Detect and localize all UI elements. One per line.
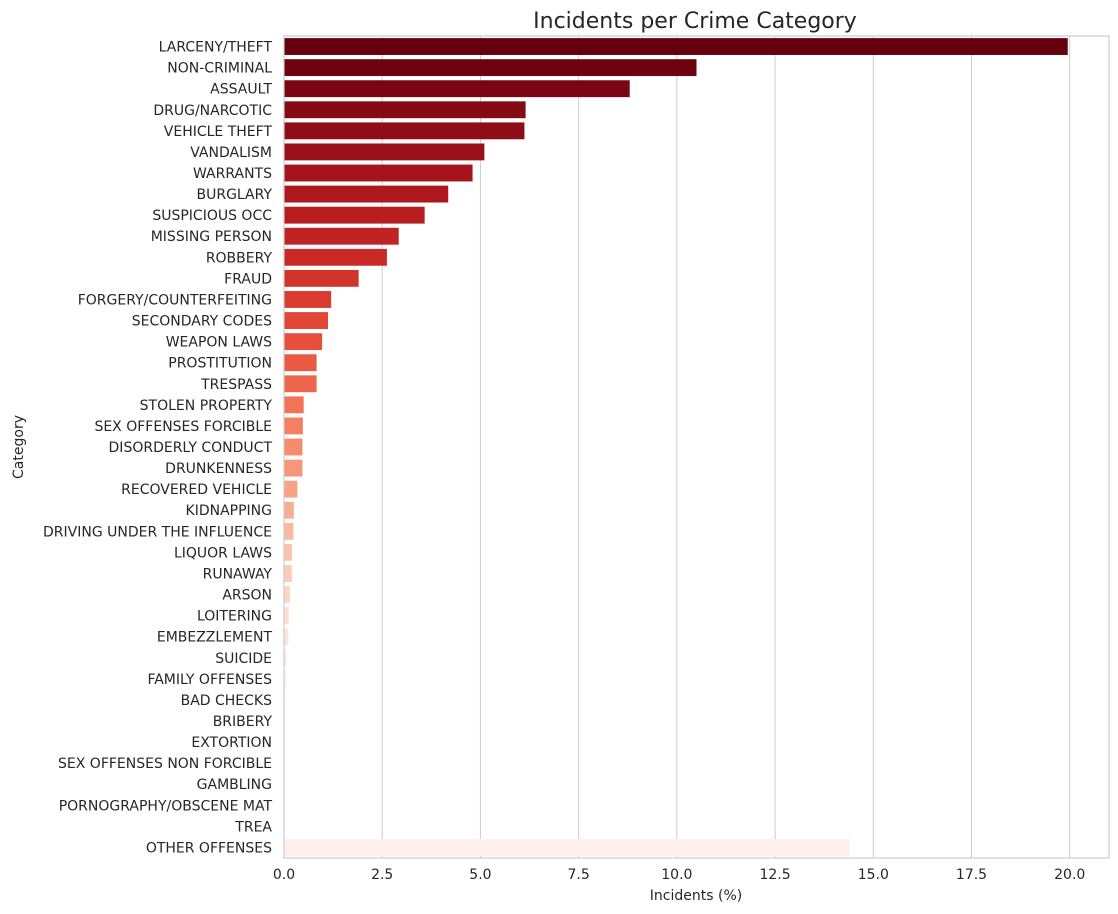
y-tick-label: STOLEN PROPERTY [140,398,273,414]
y-tick-label: SUICIDE [215,651,272,667]
bar [284,206,425,224]
x-axis-title: Incidents (%) [650,888,742,904]
y-tick-label: SEX OFFENSES NON FORCIBLE [58,756,272,772]
y-tick-label: MISSING PERSON [151,229,272,245]
y-tick-labels: LARCENY/THEFT NON-CRIMINAL ASSAULT DRUG/NAR… [43,40,272,857]
x-tick-label: 17.5 [956,867,987,883]
x-tick-label: 2.5 [371,867,393,883]
bar [284,691,286,709]
y-tick-label: SECONDARY CODES [132,314,272,330]
bar [284,122,525,140]
bars [284,38,1068,856]
x-tick-label: 20.0 [1054,867,1085,883]
bar [284,839,850,856]
y-tick-label: VEHICLE THEFT [164,124,273,140]
y-tick-label: EMBEZZLEMENT [157,630,273,646]
bar [284,248,387,266]
bar [284,417,303,435]
bar [284,670,286,688]
y-tick-label: BRIBERY [213,714,273,730]
bar [284,459,303,477]
bar [284,333,323,351]
y-tick-label: OTHER OFFENSES [146,840,272,856]
y-tick-label: TRESPASS [200,377,272,393]
y-tick-label: PROSTITUTION [168,356,272,372]
bar [284,59,697,77]
y-tick-label: WARRANTS [193,166,272,182]
y-tick-label: FAMILY OFFENSES [147,672,272,688]
y-tick-label: SUSPICIOUS OCC [152,208,272,224]
y-tick-label: GAMBLING [197,777,272,793]
bar [284,164,473,182]
y-tick-label: EXTORTION [191,735,272,751]
bar [284,80,630,98]
bar [284,628,289,646]
bar [284,607,289,625]
x-tick-labels: 0.0 2.5 5.0 7.5 10.0 12.5 15.0 17.5 20.0 [273,867,1085,883]
y-tick-label: FRAUD [224,271,272,287]
y-tick-label: BURGLARY [196,187,272,203]
y-tick-label: ROBBERY [206,250,273,266]
bar [284,501,294,519]
y-tick-label: LOITERING [197,609,272,625]
chart-title: Incidents per Crime Category [533,9,857,34]
bar [284,101,526,119]
y-tick-label: NON-CRIMINAL [167,61,272,77]
y-tick-label: DRIVING UNDER THE INFLUENCE [43,524,272,540]
x-tick-label: 15.0 [858,867,889,883]
y-tick-label: DRUG/NARCOTIC [153,103,272,119]
y-tick-label: SEX OFFENSES FORCIBLE [94,419,272,435]
bar [284,354,317,372]
bar [284,480,298,498]
y-axis-title: Category [11,415,27,479]
plot-frame [283,35,1110,859]
bar [284,291,332,308]
bar [284,649,287,667]
y-tick-label: ASSAULT [210,82,272,98]
bar [284,396,304,414]
bar [284,185,449,203]
y-tick-label: BAD CHECKS [181,693,273,709]
y-tick-label: FORGERY/COUNTERFEITING [78,292,272,308]
y-tick-label: RUNAWAY [203,566,273,582]
y-tick-label: WEAPON LAWS [166,335,272,351]
bar [284,143,485,161]
y-tick-label: DISORDERLY CONDUCT [109,440,273,456]
y-tick-label: RECOVERED VEHICLE [121,482,272,498]
y-tick-label: PORNOGRAPHY/OBSCENE MAT [59,798,273,814]
x-tick-label: 10.0 [661,867,692,883]
x-tick-label: 0.0 [273,867,295,883]
bar [284,543,292,561]
bar [284,438,303,456]
y-tick-label: TREA [234,819,272,835]
bar [284,38,1068,55]
x-tick-label: 12.5 [759,867,790,883]
y-tick-label: DRUNKENNESS [165,461,272,477]
bar [284,522,294,540]
x-tick-label: 5.0 [469,867,491,883]
bar [284,269,359,287]
bar [284,312,328,329]
y-tick-label: VANDALISM [190,145,272,161]
bar [284,586,290,603]
y-tick-label: KIDNAPPING [186,503,272,519]
y-tick-label: ARSON [222,588,272,604]
y-tick-label: LIQUOR LAWS [174,545,272,561]
bar [284,565,292,582]
y-tick-label: LARCENY/THEFT [159,40,273,56]
x-tick-label: 7.5 [568,867,590,883]
bar [284,227,399,245]
bar [284,375,317,393]
